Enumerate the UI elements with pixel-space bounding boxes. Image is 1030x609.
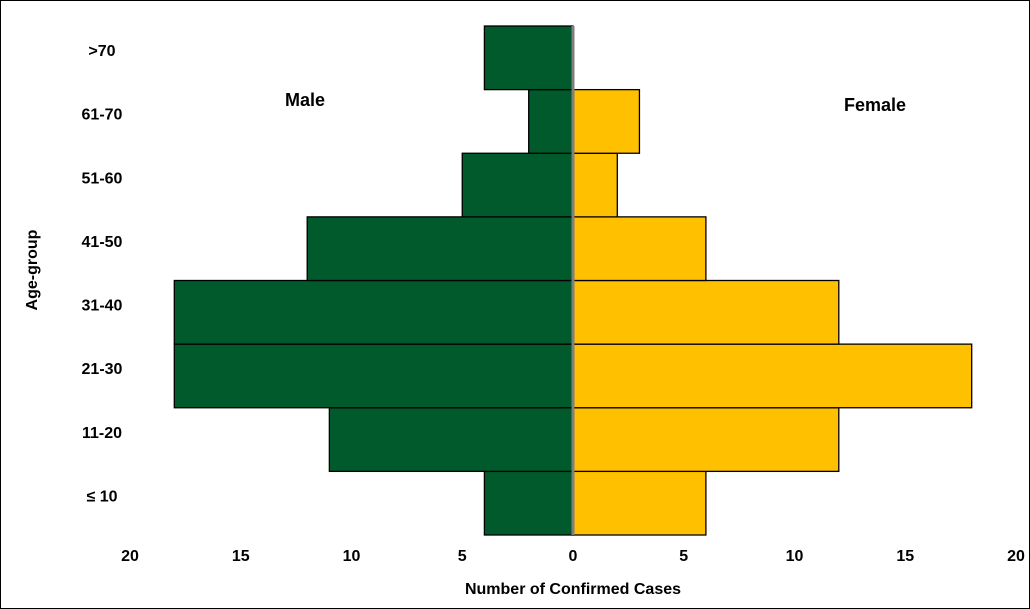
bar [572, 88, 641, 154]
bar [173, 279, 574, 345]
x-tick-label: 5 [679, 548, 688, 565]
bar [483, 470, 574, 536]
bar [572, 470, 707, 536]
bar [572, 279, 840, 345]
bar [528, 88, 574, 154]
bar [461, 152, 574, 218]
bar [572, 152, 618, 218]
bar [572, 216, 707, 282]
y-tick-label: 21-30 [82, 361, 123, 378]
bar [483, 25, 574, 91]
x-tick-label: 15 [896, 548, 914, 565]
bar [306, 216, 574, 282]
series-label: Male [285, 90, 325, 110]
y-tick-label: 51-60 [82, 170, 123, 187]
y-tick-label: 31-40 [82, 298, 123, 315]
x-tick-label: 0 [569, 548, 578, 565]
x-tick-label: 20 [121, 548, 139, 565]
bar [328, 407, 574, 473]
bar [572, 343, 973, 409]
y-tick-label: 11-20 [82, 425, 122, 442]
x-tick-label: 10 [786, 548, 804, 565]
y-tick-label: >70 [88, 43, 115, 60]
y-axis-title: Age-group [24, 229, 41, 310]
x-tick-label: 15 [232, 548, 250, 565]
x-tick-label: 20 [1007, 548, 1025, 565]
x-tick-label: 5 [458, 548, 467, 565]
y-tick-label: ≤ 10 [86, 488, 117, 505]
y-tick-label: 41-50 [82, 234, 123, 251]
bar [173, 343, 574, 409]
x-axis-title: Number of Confirmed Cases [465, 581, 681, 598]
y-tick-label: 61-70 [82, 107, 123, 124]
x-tick-label: 10 [343, 548, 361, 565]
bar [572, 407, 840, 473]
series-label: Female [844, 95, 906, 115]
